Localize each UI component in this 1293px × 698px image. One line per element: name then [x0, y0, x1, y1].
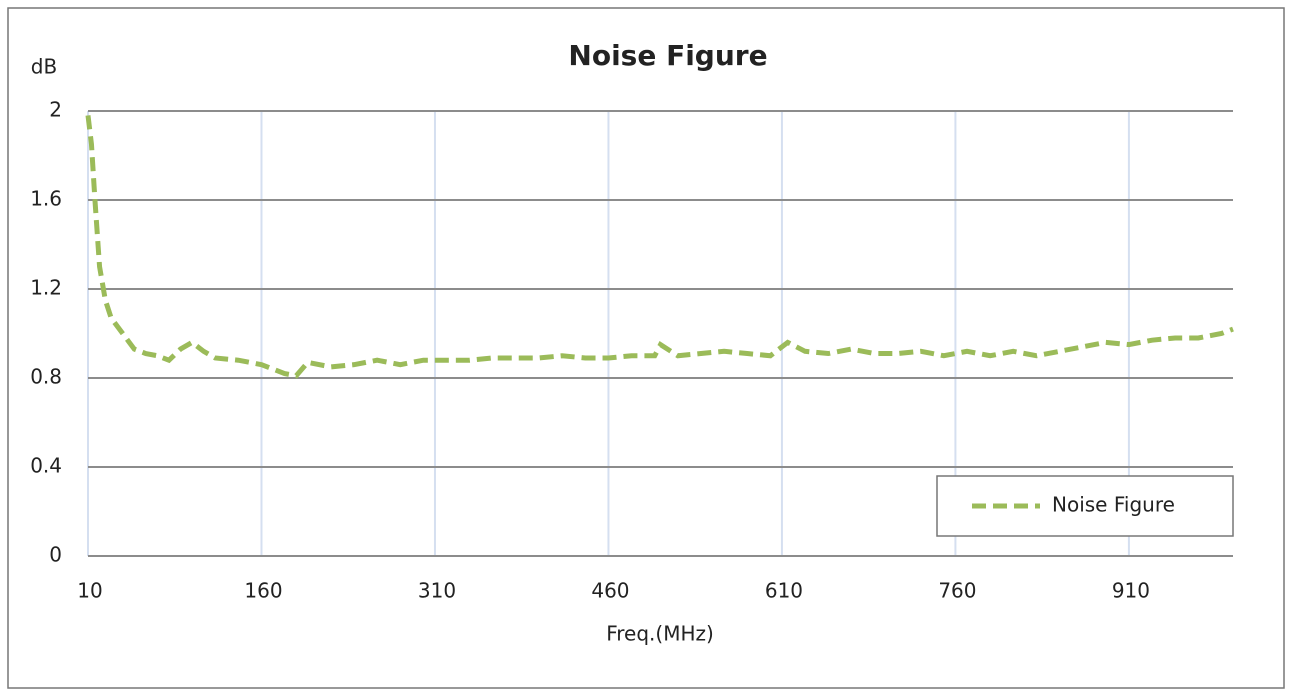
chart-title: Noise Figure [568, 39, 767, 72]
y-tick-label: 1.2 [30, 276, 62, 300]
y-tick-label: 2 [49, 98, 62, 122]
x-tick-label: 910 [1112, 579, 1150, 603]
y-tick-label: 0 [49, 543, 62, 567]
data-line [85, 115, 1234, 379]
x-tick-label: 160 [244, 579, 282, 603]
x-tick-label: 460 [591, 579, 629, 603]
x-tick-label: 310 [418, 579, 456, 603]
y-tick-label: 1.6 [30, 187, 62, 211]
x-tick-label: 610 [765, 579, 803, 603]
legend-box [936, 475, 1234, 537]
x-tick-label: 760 [938, 579, 976, 603]
y-tick-label: 0.8 [30, 365, 62, 389]
legend-label: Noise Figure [1052, 493, 1175, 517]
x-tick-label: 10 [77, 579, 102, 603]
y-tick-label: 0.4 [30, 454, 62, 478]
y-axis-label: dB [31, 55, 57, 79]
x-axis-label: Freq.(MHz) [606, 622, 714, 646]
